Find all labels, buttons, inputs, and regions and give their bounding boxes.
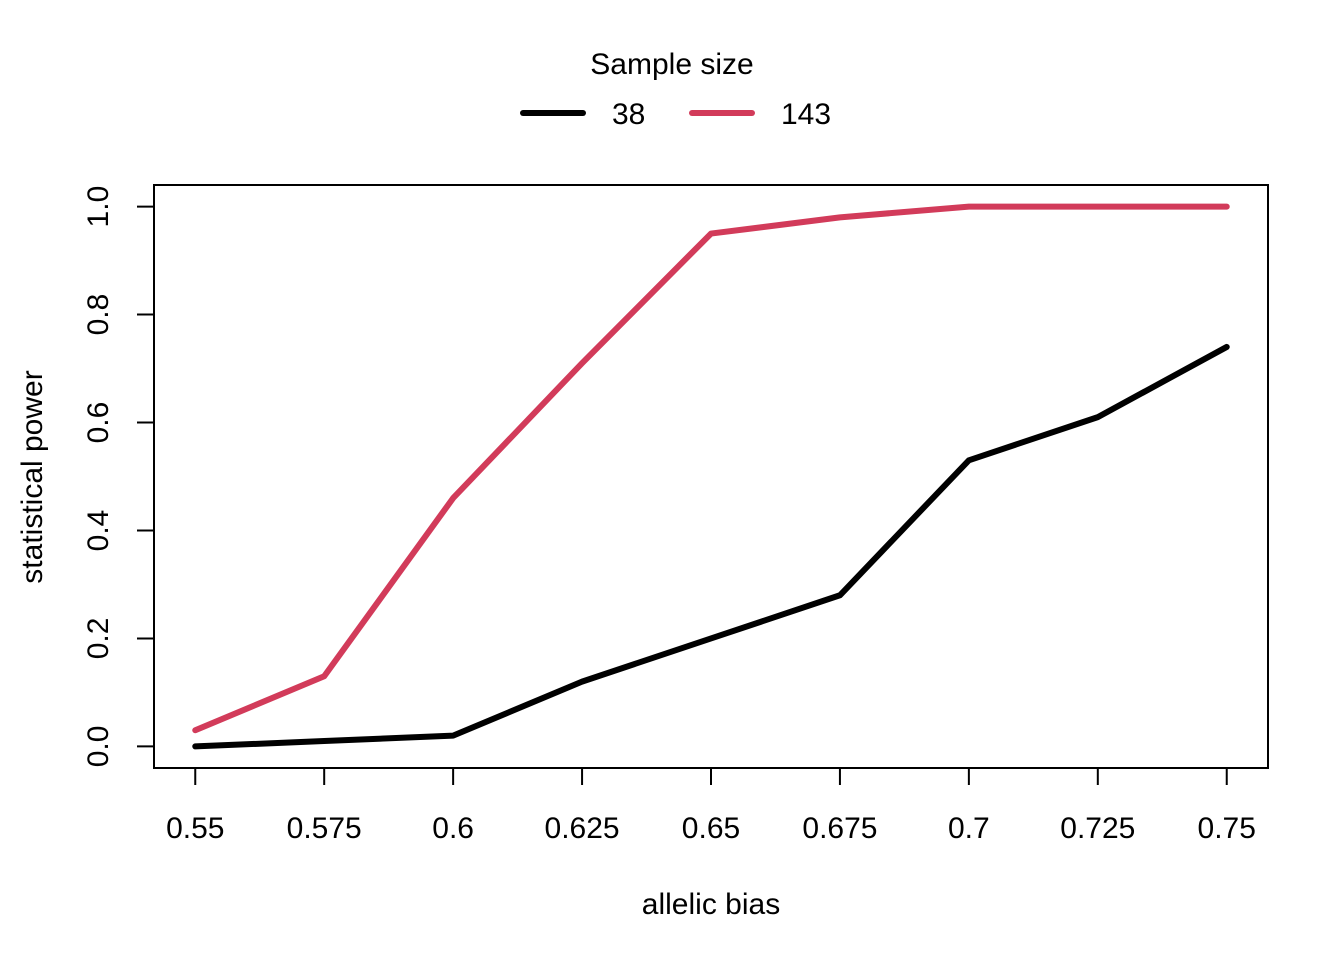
legend-label-38: 38: [612, 98, 645, 131]
x-tick-label: 0.75: [1198, 812, 1256, 845]
legend: Sample size 38 143: [520, 48, 831, 131]
y-tick-label: 0.0: [82, 726, 115, 768]
y-tick-label: 0.2: [82, 618, 115, 660]
x-tick-label: 0.675: [802, 812, 877, 845]
x-tick-label: 0.575: [287, 812, 362, 845]
x-tick-label: 0.6: [432, 812, 474, 845]
y-tick-label: 0.6: [82, 402, 115, 444]
y-tick-label: 0.4: [82, 510, 115, 552]
x-tick-label: 0.7: [948, 812, 990, 845]
legend-label-143: 143: [781, 98, 831, 131]
x-tick-label: 0.725: [1060, 812, 1135, 845]
y-axis: 0.0 0.2 0.4 0.6 0.8 1.0: [82, 186, 155, 768]
y-tick-label: 1.0: [82, 186, 115, 228]
series-layer: [192, 203, 1230, 750]
y-tick-label: 0.8: [82, 294, 115, 336]
y-axis-title: statistical power: [16, 370, 49, 583]
series-line-143: [192, 203, 1230, 734]
x-tick-label: 0.625: [545, 812, 620, 845]
x-axis: 0.55 0.575 0.6 0.625 0.65 0.675 0.7 0.725 0.75: [166, 767, 1256, 845]
x-tick-label: 0.65: [682, 812, 740, 845]
series-line-38: [192, 343, 1230, 750]
legend-title: Sample size: [590, 48, 753, 81]
x-tick-label: 0.55: [166, 812, 224, 845]
x-axis-title: allelic bias: [642, 888, 780, 921]
